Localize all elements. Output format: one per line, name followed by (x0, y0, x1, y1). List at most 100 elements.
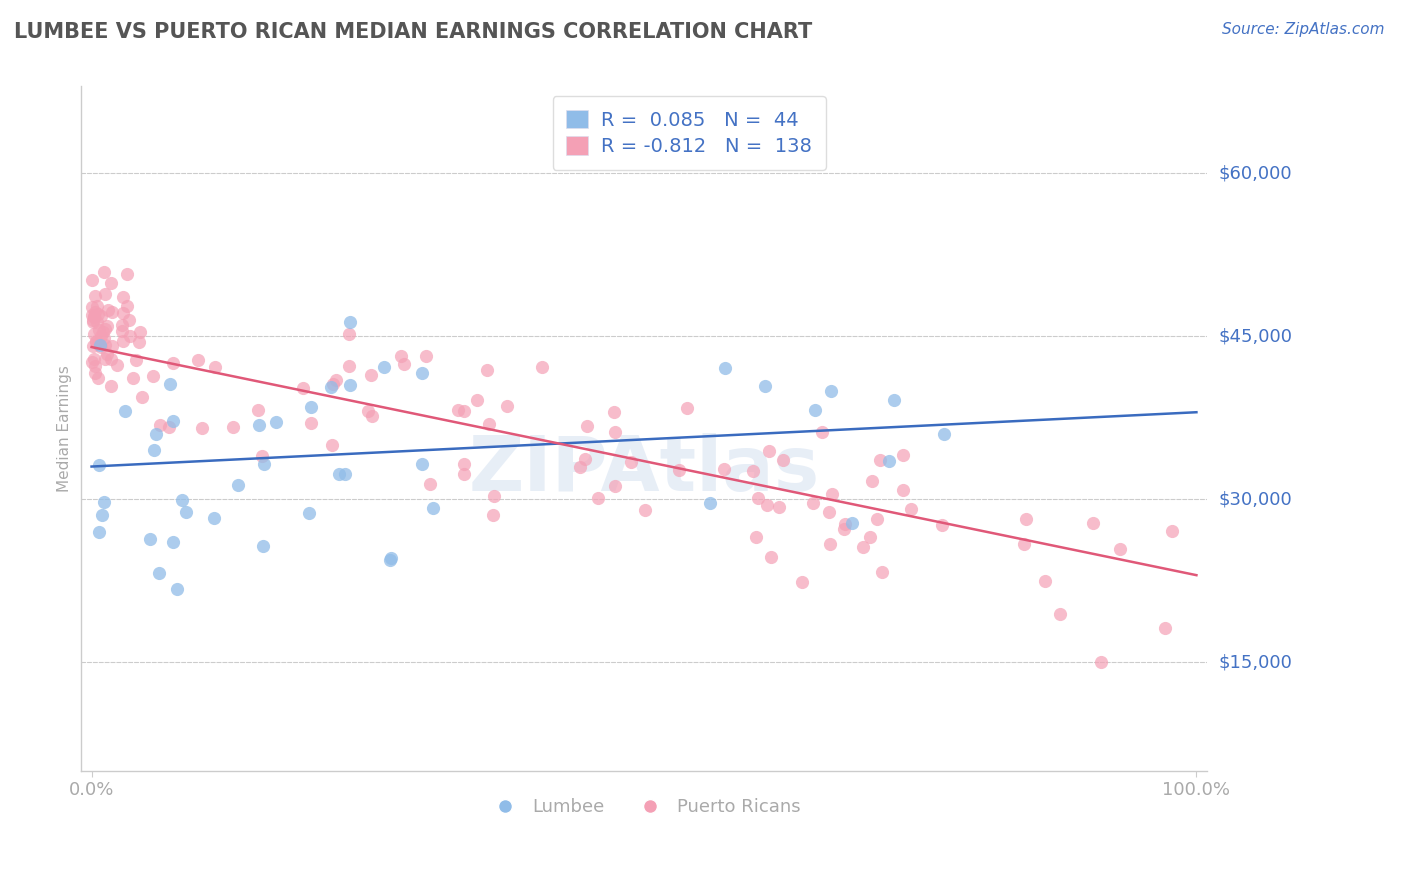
Puerto Ricans (834, 522, 856, 536)
Puerto Ricans (90, 340, 112, 354)
Puerto Ricans (818, 505, 841, 519)
Puerto Ricans (111, 306, 134, 320)
Puerto Ricans (900, 502, 922, 516)
Puerto Ricans (87, 371, 110, 385)
Lumbee (373, 359, 395, 374)
Lumbee (411, 457, 433, 471)
Puerto Ricans (96, 347, 118, 361)
Lumbee (162, 534, 184, 549)
Puerto Ricans (1081, 516, 1104, 530)
Puerto Ricans (634, 503, 657, 517)
Puerto Ricans (322, 376, 344, 391)
Lumbee (87, 458, 110, 472)
Lumbee (319, 380, 342, 394)
Puerto Ricans (122, 371, 145, 385)
Puerto Ricans (221, 420, 243, 434)
Puerto Ricans (83, 309, 105, 323)
Puerto Ricans (105, 358, 128, 372)
Lumbee (264, 416, 287, 430)
Puerto Ricans (87, 323, 110, 337)
Text: Source: ZipAtlas.com: Source: ZipAtlas.com (1222, 22, 1385, 37)
Puerto Ricans (86, 315, 108, 329)
Lumbee (877, 454, 900, 468)
Lumbee (883, 392, 905, 407)
Puerto Ricans (758, 444, 780, 458)
Puerto Ricans (83, 352, 105, 367)
Lumbee (378, 553, 401, 567)
Puerto Ricans (118, 313, 141, 327)
Lumbee (699, 495, 721, 509)
Puerto Ricans (339, 327, 361, 342)
Puerto Ricans (389, 349, 412, 363)
Puerto Ricans (790, 574, 813, 589)
Puerto Ricans (101, 304, 124, 318)
Puerto Ricans (1015, 512, 1038, 526)
Puerto Ricans (83, 289, 105, 303)
Lumbee (253, 458, 276, 472)
Puerto Ricans (453, 404, 475, 418)
Puerto Ricans (568, 460, 591, 475)
Puerto Ricans (415, 349, 437, 363)
Puerto Ricans (574, 452, 596, 467)
Lumbee (114, 404, 136, 418)
Puerto Ricans (713, 462, 735, 476)
Text: LUMBEE VS PUERTO RICAN MEDIAN EARNINGS CORRELATION CHART: LUMBEE VS PUERTO RICAN MEDIAN EARNINGS C… (14, 22, 813, 42)
Puerto Ricans (869, 453, 891, 467)
Puerto Ricans (893, 448, 915, 462)
Puerto Ricans (860, 474, 883, 488)
Lumbee (202, 511, 225, 525)
Puerto Ricans (834, 517, 856, 532)
Puerto Ricans (361, 409, 384, 423)
Puerto Ricans (83, 327, 105, 342)
Puerto Ricans (93, 330, 115, 344)
Y-axis label: Median Earnings: Median Earnings (58, 365, 72, 492)
Puerto Ricans (603, 479, 626, 493)
Puerto Ricans (859, 531, 882, 545)
Puerto Ricans (292, 381, 315, 395)
Puerto Ricans (1090, 655, 1112, 669)
Puerto Ricans (87, 337, 110, 351)
Lumbee (299, 400, 322, 414)
Lumbee (841, 516, 863, 530)
Lumbee (339, 316, 361, 330)
Puerto Ricans (204, 359, 226, 374)
Text: ZIPAtlas: ZIPAtlas (468, 433, 820, 507)
Puerto Ricans (83, 366, 105, 380)
Puerto Ricans (742, 464, 765, 478)
Puerto Ricans (101, 339, 124, 353)
Puerto Ricans (100, 379, 122, 393)
Puerto Ricans (84, 334, 107, 349)
Puerto Ricans (603, 405, 626, 419)
Lumbee (247, 417, 270, 432)
Puerto Ricans (82, 315, 104, 329)
Puerto Ricans (96, 318, 118, 333)
Lumbee (328, 467, 350, 481)
Lumbee (90, 508, 112, 523)
Puerto Ricans (82, 339, 104, 353)
Puerto Ricans (84, 305, 107, 319)
Legend: Lumbee, Puerto Ricans: Lumbee, Puerto Ricans (481, 791, 808, 823)
Puerto Ricans (131, 390, 153, 404)
Puerto Ricans (162, 356, 184, 370)
Puerto Ricans (772, 452, 794, 467)
Puerto Ricans (1154, 621, 1177, 635)
Puerto Ricans (115, 299, 138, 313)
Puerto Ricans (453, 457, 475, 471)
Lumbee (89, 338, 111, 352)
Puerto Ricans (357, 403, 380, 417)
Puerto Ricans (86, 299, 108, 313)
Puerto Ricans (1035, 574, 1057, 588)
Lumbee (252, 539, 274, 553)
Puerto Ricans (1049, 607, 1071, 622)
Lumbee (176, 505, 198, 519)
Lumbee (166, 582, 188, 596)
Puerto Ricans (818, 537, 841, 551)
Puerto Ricans (465, 393, 488, 408)
Puerto Ricans (447, 403, 470, 417)
Puerto Ricans (482, 489, 505, 503)
Puerto Ricans (482, 508, 505, 522)
Puerto Ricans (94, 287, 117, 301)
Puerto Ricans (186, 352, 208, 367)
Puerto Ricans (1108, 541, 1130, 556)
Text: $30,000: $30,000 (1219, 490, 1292, 508)
